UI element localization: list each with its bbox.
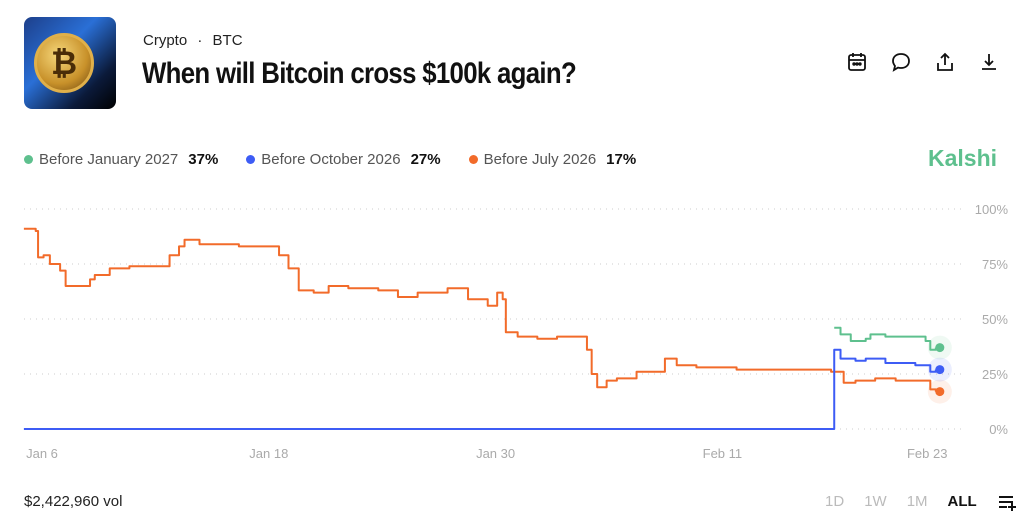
timeframe-1m[interactable]: 1M [906, 493, 928, 510]
category-link[interactable]: Crypto [143, 32, 188, 49]
series-line [834, 326, 937, 351]
price-chart[interactable]: 0% 25% 50% 75% 100% Jan 6 Jan 18 Jan 30 Feb 11 Fe… [0, 195, 1024, 475]
timeframe-1d[interactable]: 1D [825, 493, 845, 510]
x-tick-label: Jan 6 [26, 446, 58, 461]
volume: $2,422,960 vol [24, 493, 123, 510]
series-line [23, 348, 937, 430]
y-tick-label: 25% [982, 367, 1008, 382]
legend-item[interactable]: Before July 2026 17% [468, 151, 637, 168]
series-end-dot [935, 387, 945, 397]
legend-value: 17% [606, 151, 637, 168]
legend-label: Before July 2026 [483, 151, 597, 168]
legend-dot [24, 155, 33, 164]
legend-dot [468, 155, 478, 164]
timeframe-selector: 1D 1W 1M ALL [825, 493, 1019, 515]
y-tick-label: 0% [989, 422, 1008, 437]
kalshi-logo: Kalshi [928, 145, 998, 171]
series-end-dot [935, 365, 945, 375]
legend-item[interactable]: Before January 2027 37% [24, 151, 218, 168]
timeframe-all[interactable]: ALL [947, 493, 977, 510]
x-tick-label: Jan 18 [249, 446, 288, 461]
separator: · [197, 32, 203, 49]
tag-link[interactable]: BTC [212, 32, 243, 49]
download-icon[interactable] [977, 50, 1001, 74]
legend-dot [246, 155, 256, 164]
timeframe-1w[interactable]: 1W [864, 493, 887, 510]
x-tick-label: Feb 11 [703, 446, 743, 461]
page-title: When will Bitcoin cross $100k again? [142, 57, 577, 90]
series-end-dot [935, 343, 945, 353]
market-thumbnail: ₿ [24, 17, 116, 109]
y-tick-label: 50% [982, 312, 1008, 327]
comment-icon[interactable] [889, 50, 913, 74]
series-line [23, 227, 937, 392]
legend-label: Before January 2027 [39, 151, 179, 168]
x-tick-label: Feb 23 [907, 446, 947, 461]
calendar-icon[interactable] [845, 50, 869, 74]
legend-item[interactable]: Before October 2026 27% [246, 151, 441, 168]
legend-value: 27% [410, 151, 441, 168]
breadcrumb: Crypto · BTC [143, 32, 243, 49]
y-tick-label: 75% [982, 257, 1008, 272]
legend-label: Before October 2026 [261, 151, 401, 168]
y-tick-label: 100% [975, 202, 1009, 217]
x-tick-label: Jan 30 [476, 446, 515, 461]
legend-value: 37% [188, 151, 219, 168]
chart-legend: Before January 2027 37% Before October 20… [24, 151, 636, 168]
share-icon[interactable] [933, 50, 957, 74]
add-to-list-icon[interactable] [997, 493, 1019, 515]
bitcoin-image: ₿ [34, 33, 94, 93]
